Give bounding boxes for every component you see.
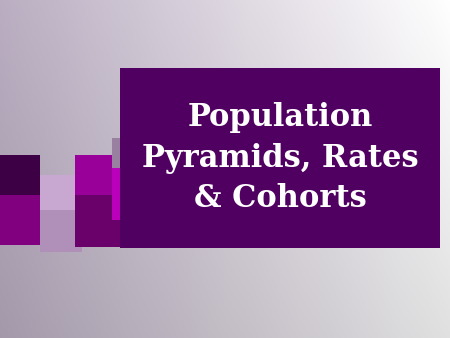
Bar — [112, 138, 152, 178]
Bar — [40, 175, 82, 217]
Bar — [0, 195, 40, 245]
Bar — [0, 155, 40, 203]
Bar — [120, 68, 440, 248]
Bar — [75, 195, 123, 247]
Text: Population
Pyramids, Rates
& Cohorts: Population Pyramids, Rates & Cohorts — [142, 102, 418, 214]
Bar — [112, 168, 152, 220]
Bar — [75, 155, 123, 203]
Bar — [40, 210, 82, 252]
